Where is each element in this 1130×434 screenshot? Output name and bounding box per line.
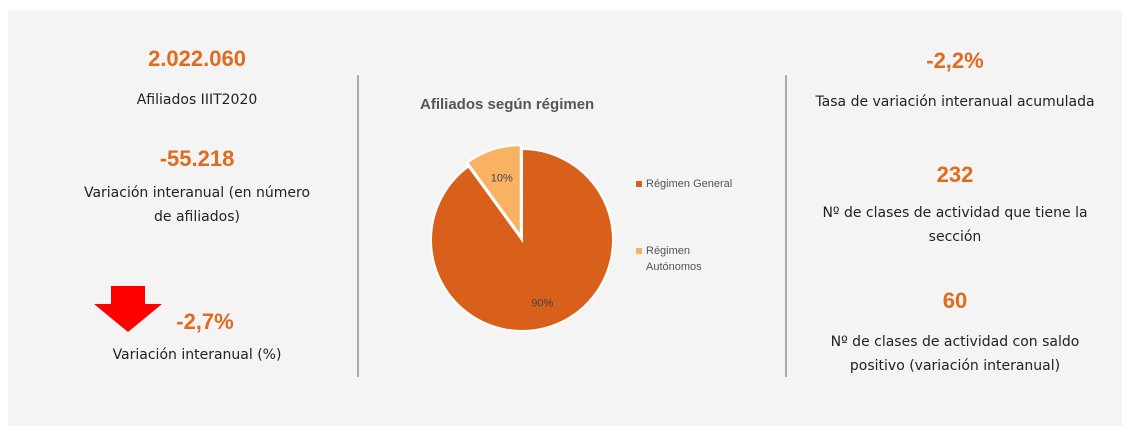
legend-swatch xyxy=(636,181,642,188)
kpi-value: 2.022.060 xyxy=(148,46,246,71)
kpi-label: Variación interanual (en número de afili… xyxy=(83,185,311,225)
kpi-value: -2,2% xyxy=(926,48,984,73)
divider xyxy=(785,75,787,377)
kpi-label: Afiliados IIIT2020 xyxy=(136,92,258,108)
chart-title: Afiliados según régimen xyxy=(420,96,594,113)
kpi-value: 232 xyxy=(936,162,974,187)
pie-slice xyxy=(465,144,522,240)
legend-item: Régimen General xyxy=(636,176,756,192)
kpi-value: -55.218 xyxy=(159,146,235,171)
kpi-value: -2,7% xyxy=(176,309,234,334)
data-label: 10% xyxy=(491,173,513,185)
legend-item: Régimen Autónomos xyxy=(636,243,756,275)
divider xyxy=(357,75,359,377)
kpi-value: 60 xyxy=(942,288,968,313)
data-label: 90% xyxy=(531,297,553,309)
legend-label: Régimen General xyxy=(646,178,733,190)
legend-label: Régimen Autónomos xyxy=(646,245,702,273)
down-arrow xyxy=(94,286,162,332)
pie-slice xyxy=(430,147,614,332)
legend-swatch xyxy=(636,248,642,254)
kpi-label: Variación interanual (%) xyxy=(112,347,282,363)
kpi-label: Tasa de variación interanual acumulada xyxy=(815,94,1095,110)
chart: Afiliados según régimen 90% 10% xyxy=(420,96,614,332)
kpi-label: Nº de clases de actividad con saldo posi… xyxy=(830,334,1080,374)
kpi-label: Nº de clases de actividad que tiene la s… xyxy=(822,205,1088,245)
